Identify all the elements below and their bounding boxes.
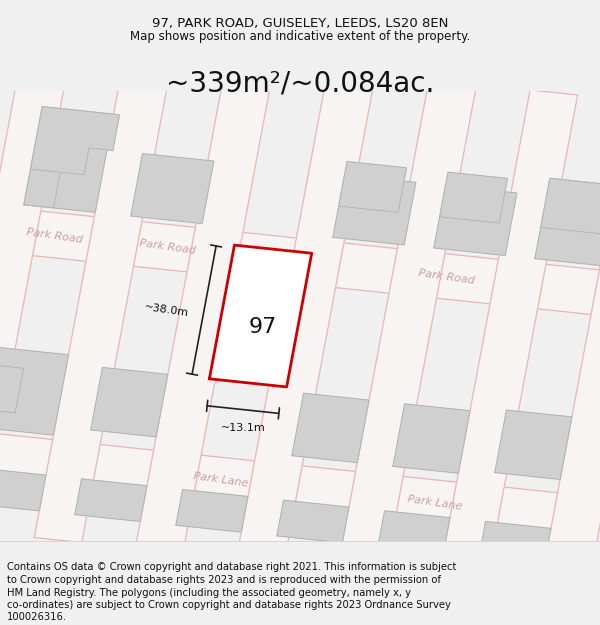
Text: HM Land Registry. The polygons (including the associated geometry, namely x, y: HM Land Registry. The polygons (includin…: [7, 588, 411, 598]
Polygon shape: [292, 393, 369, 462]
Text: 100026316.: 100026316.: [7, 612, 67, 622]
Polygon shape: [24, 151, 64, 208]
Text: ~13.1m: ~13.1m: [221, 423, 265, 433]
Text: Park Lane: Park Lane: [193, 471, 249, 489]
Text: ~339m²/~0.084ac.: ~339m²/~0.084ac.: [166, 70, 434, 98]
Polygon shape: [333, 175, 416, 245]
Text: 97: 97: [248, 317, 277, 337]
Polygon shape: [0, 206, 600, 319]
Polygon shape: [541, 178, 600, 234]
Text: 97, PARK ROAD, GUISELEY, LEEDS, LS20 8EN: 97, PARK ROAD, GUISELEY, LEEDS, LS20 8EN: [152, 18, 448, 31]
Text: Park Lane: Park Lane: [407, 494, 463, 511]
Text: Contains OS data © Crown copyright and database right 2021. This information is : Contains OS data © Crown copyright and d…: [7, 562, 457, 572]
Text: Map shows position and indicative extent of the property.: Map shows position and indicative extent…: [130, 30, 470, 43]
Text: co-ordinates) are subject to Crown copyright and database rights 2023 Ordnance S: co-ordinates) are subject to Crown copyr…: [7, 600, 451, 610]
Text: ~38.0m: ~38.0m: [143, 302, 189, 318]
Polygon shape: [277, 500, 349, 542]
Polygon shape: [337, 79, 476, 574]
Polygon shape: [438, 90, 578, 585]
Polygon shape: [378, 511, 450, 553]
Text: to Crown copyright and database rights 2023 and is reproduced with the permissio: to Crown copyright and database rights 2…: [7, 575, 441, 585]
Text: Park Road: Park Road: [26, 227, 83, 245]
Polygon shape: [535, 178, 600, 266]
Polygon shape: [131, 154, 214, 224]
Polygon shape: [440, 172, 508, 223]
Polygon shape: [209, 245, 311, 387]
Polygon shape: [393, 404, 470, 473]
Text: Park Road: Park Road: [418, 268, 475, 286]
Polygon shape: [31, 107, 119, 175]
Polygon shape: [135, 58, 275, 553]
Polygon shape: [0, 37, 73, 532]
Polygon shape: [236, 69, 376, 564]
Polygon shape: [75, 479, 147, 521]
Polygon shape: [539, 101, 600, 596]
Polygon shape: [0, 365, 23, 413]
Polygon shape: [434, 186, 517, 256]
Polygon shape: [176, 489, 248, 532]
Polygon shape: [479, 521, 551, 564]
Text: Park Road: Park Road: [139, 238, 196, 256]
Polygon shape: [0, 348, 68, 435]
Polygon shape: [495, 410, 572, 479]
Polygon shape: [24, 107, 113, 212]
Polygon shape: [0, 468, 46, 511]
Polygon shape: [91, 368, 168, 437]
Polygon shape: [339, 161, 406, 212]
Polygon shape: [0, 428, 599, 542]
Polygon shape: [34, 48, 173, 542]
